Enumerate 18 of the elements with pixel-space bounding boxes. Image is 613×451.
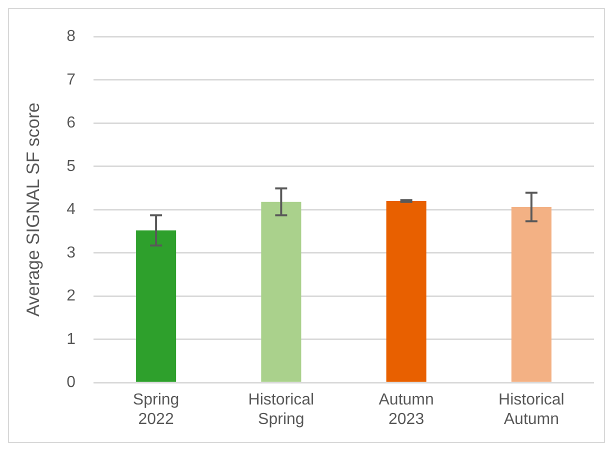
y-axis-title: Average SIGNAL SF score xyxy=(22,102,43,317)
y-tick-label: 2 xyxy=(66,288,76,305)
x-tick-label: Historical Autumn xyxy=(498,392,564,428)
x-tick-label: Autumn 2023 xyxy=(378,392,434,428)
x-tick-label: Historical Spring xyxy=(248,392,314,428)
y-tick-label: 6 xyxy=(66,114,76,132)
bar xyxy=(511,207,552,382)
bar xyxy=(261,202,302,382)
y-tick-label: 7 xyxy=(66,71,76,88)
y-tick-label: 8 xyxy=(66,28,76,46)
y-tick-label: 1 xyxy=(66,330,76,348)
y-tick-label: 5 xyxy=(66,158,76,175)
x-tick-label: Spring 2022 xyxy=(132,392,180,428)
bar xyxy=(136,230,176,382)
bar xyxy=(386,200,426,382)
y-tick-label: 4 xyxy=(66,201,76,218)
y-tick-label: 3 xyxy=(66,244,76,262)
y-tick-label: 0 xyxy=(66,374,76,392)
